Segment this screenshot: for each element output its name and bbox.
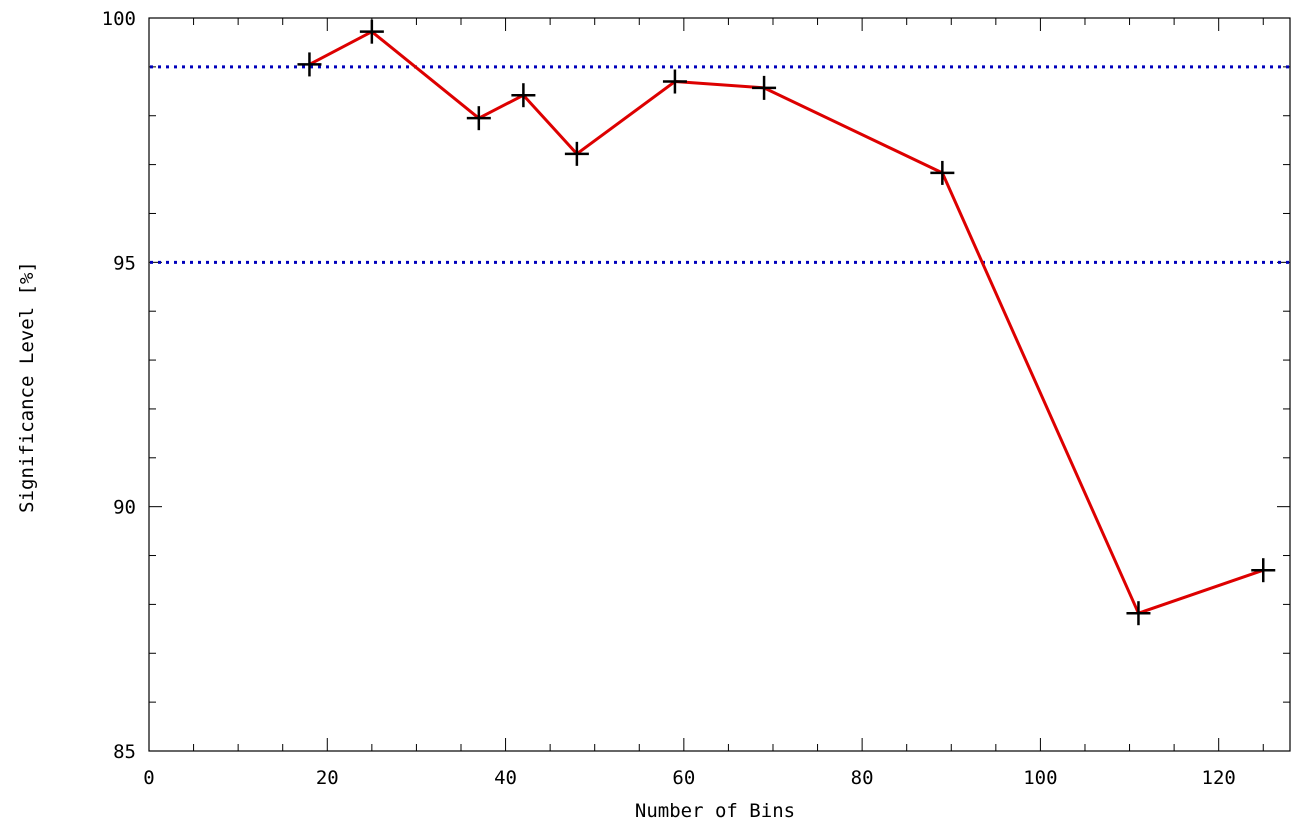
x-tick-label: 0 bbox=[143, 767, 154, 789]
plot-frame bbox=[148, 17, 1291, 752]
x-tick-label: 100 bbox=[1023, 767, 1057, 789]
plot-border bbox=[148, 17, 1291, 752]
x-axis-label: Number of Bins bbox=[635, 800, 795, 822]
y-tick-label: 90 bbox=[113, 497, 136, 519]
data-point bbox=[564, 141, 589, 166]
data-point bbox=[752, 75, 777, 100]
x-ticks: 0 20 40 60 80 100 120 bbox=[143, 18, 1264, 789]
y-tick-label: 85 bbox=[113, 741, 136, 763]
y-tick-label: 95 bbox=[113, 252, 136, 274]
x-tick-label: 40 bbox=[494, 767, 517, 789]
data-point bbox=[466, 106, 491, 131]
y-ticks: 85 90 95 100 bbox=[102, 8, 1290, 763]
x-tick-label: 60 bbox=[672, 767, 695, 789]
data-point bbox=[359, 19, 384, 44]
y-axis-label: Significance Level [%] bbox=[16, 261, 38, 513]
data-point bbox=[1126, 601, 1151, 626]
x-tick-label: 80 bbox=[851, 767, 874, 789]
data-point bbox=[930, 160, 955, 185]
x-axis: Number of Bins bbox=[635, 800, 795, 822]
reference-lines bbox=[150, 65, 1289, 264]
series-line bbox=[308, 30, 1264, 615]
y-axis: Significance Level [%] bbox=[16, 261, 38, 513]
data-point bbox=[1251, 558, 1276, 583]
x-tick-label: 120 bbox=[1202, 767, 1236, 789]
data-point bbox=[297, 52, 322, 77]
y-tick-label: 100 bbox=[102, 8, 136, 30]
data-series bbox=[297, 19, 1276, 626]
data-point bbox=[662, 69, 687, 94]
data-point bbox=[511, 83, 536, 108]
x-tick-label: 20 bbox=[316, 767, 339, 789]
